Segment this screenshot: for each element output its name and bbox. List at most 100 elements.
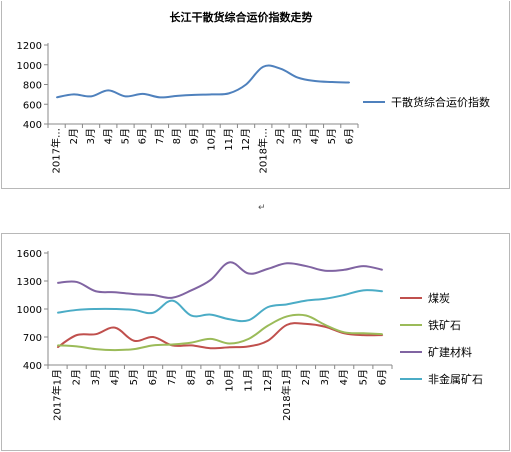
data-point	[152, 312, 154, 314]
legend-label: 矿建材料	[428, 345, 472, 359]
data-point	[362, 334, 364, 336]
chart-2: 400 700 1000 1300 1600 2017年1月 2月 3月 4月 5月 6月 7月 8月 9…	[17, 249, 483, 421]
data-point	[248, 345, 250, 347]
x-tick-label: 5月	[357, 369, 369, 385]
data-point	[209, 347, 212, 349]
series-line	[56, 322, 383, 350]
data-point	[286, 324, 288, 326]
series-line	[57, 289, 383, 323]
x-tick-label: 10月	[224, 369, 236, 392]
data-point	[95, 308, 97, 310]
data-point	[228, 261, 231, 263]
data-point	[228, 318, 231, 320]
x-tick-label: 4月	[109, 369, 121, 385]
data-point	[133, 293, 135, 295]
x-tick-label: 2017年…	[50, 128, 63, 173]
x-tick-label: 6月	[147, 369, 159, 385]
data-point	[107, 89, 109, 92]
data-point	[297, 76, 299, 79]
data-point	[245, 83, 247, 86]
x-tick-label: 2018年…	[256, 128, 269, 173]
data-point	[114, 308, 116, 310]
data-point	[305, 300, 307, 302]
series-line	[57, 313, 383, 352]
data-point	[176, 95, 178, 97]
data-point	[324, 270, 326, 272]
x-tick-label: 7月	[154, 128, 166, 144]
data-point	[152, 344, 154, 346]
paragraph-mark: ↵	[258, 203, 266, 213]
data-point	[76, 345, 78, 347]
data-point	[76, 334, 78, 336]
legend-label: 干散货综合运价指数	[391, 95, 490, 109]
data-point	[209, 279, 212, 281]
legend-label: 煤炭	[428, 292, 450, 305]
data-point	[248, 272, 250, 275]
x-tick-label: 5月	[128, 369, 140, 385]
y-tick-label: 600	[23, 100, 42, 111]
y-tick-label: 800	[23, 81, 42, 92]
data-point	[348, 81, 350, 84]
data-point	[133, 309, 135, 311]
y-tick-label: 1000	[17, 61, 42, 72]
x-tick-label: 2月	[68, 128, 80, 144]
y-tick-label: 1600	[17, 249, 42, 260]
data-point	[343, 294, 345, 296]
data-point	[56, 282, 59, 284]
data-point	[56, 96, 58, 98]
data-point	[228, 342, 231, 345]
y-tick-label: 400	[23, 361, 42, 372]
data-point	[267, 340, 269, 342]
x-tick-label: 8月	[185, 369, 197, 385]
data-point	[56, 344, 59, 346]
y-tick-label: 700	[23, 333, 42, 344]
data-point	[152, 336, 154, 338]
x-tick-label: 4月	[338, 369, 350, 385]
data-point	[324, 324, 326, 326]
data-point	[133, 340, 135, 342]
series-line	[57, 261, 383, 299]
data-point	[133, 348, 135, 350]
data-point	[95, 333, 97, 335]
data-point	[90, 95, 92, 97]
x-tick-label: 3月	[90, 369, 102, 385]
x-tick-label: 2018年1月	[280, 369, 293, 421]
x-tick-label: 11月	[223, 128, 235, 151]
y-tick-label: 1300	[17, 277, 42, 288]
data-point	[209, 338, 212, 340]
data-point	[362, 265, 364, 267]
y-tick-label: 1000	[17, 305, 42, 316]
data-point	[56, 312, 59, 314]
data-point	[159, 96, 161, 98]
x-tick-label: 4月	[102, 128, 114, 144]
data-point	[343, 331, 345, 333]
data-point	[381, 290, 384, 292]
x-tick-label: 12月	[262, 369, 274, 392]
data-point	[193, 94, 195, 96]
data-point	[248, 338, 250, 340]
data-point	[95, 348, 97, 350]
data-point	[286, 315, 288, 318]
series-line	[56, 64, 350, 99]
chart-title: 长江干散货综合运价指数走势	[170, 10, 313, 24]
x-tick-label: 5月	[326, 128, 338, 144]
data-point	[362, 332, 364, 334]
data-point	[305, 314, 307, 317]
data-point	[286, 303, 288, 305]
data-point	[286, 262, 288, 264]
x-tick-label: 9月	[204, 369, 216, 385]
data-point	[228, 346, 231, 348]
data-point	[171, 343, 173, 346]
x-tick-label: 5月	[120, 128, 132, 144]
data-point	[362, 289, 364, 291]
data-point	[381, 333, 384, 335]
x-tick-label: 8月	[171, 128, 183, 144]
x-tick-label: 9月	[188, 128, 200, 144]
data-point	[267, 325, 269, 327]
data-point	[324, 326, 326, 328]
x-tick-label: 7月	[166, 369, 178, 385]
x-tick-label: 6月	[137, 128, 149, 144]
data-point	[381, 269, 384, 271]
data-point	[114, 291, 116, 293]
x-tick-label: 3月	[85, 128, 97, 144]
